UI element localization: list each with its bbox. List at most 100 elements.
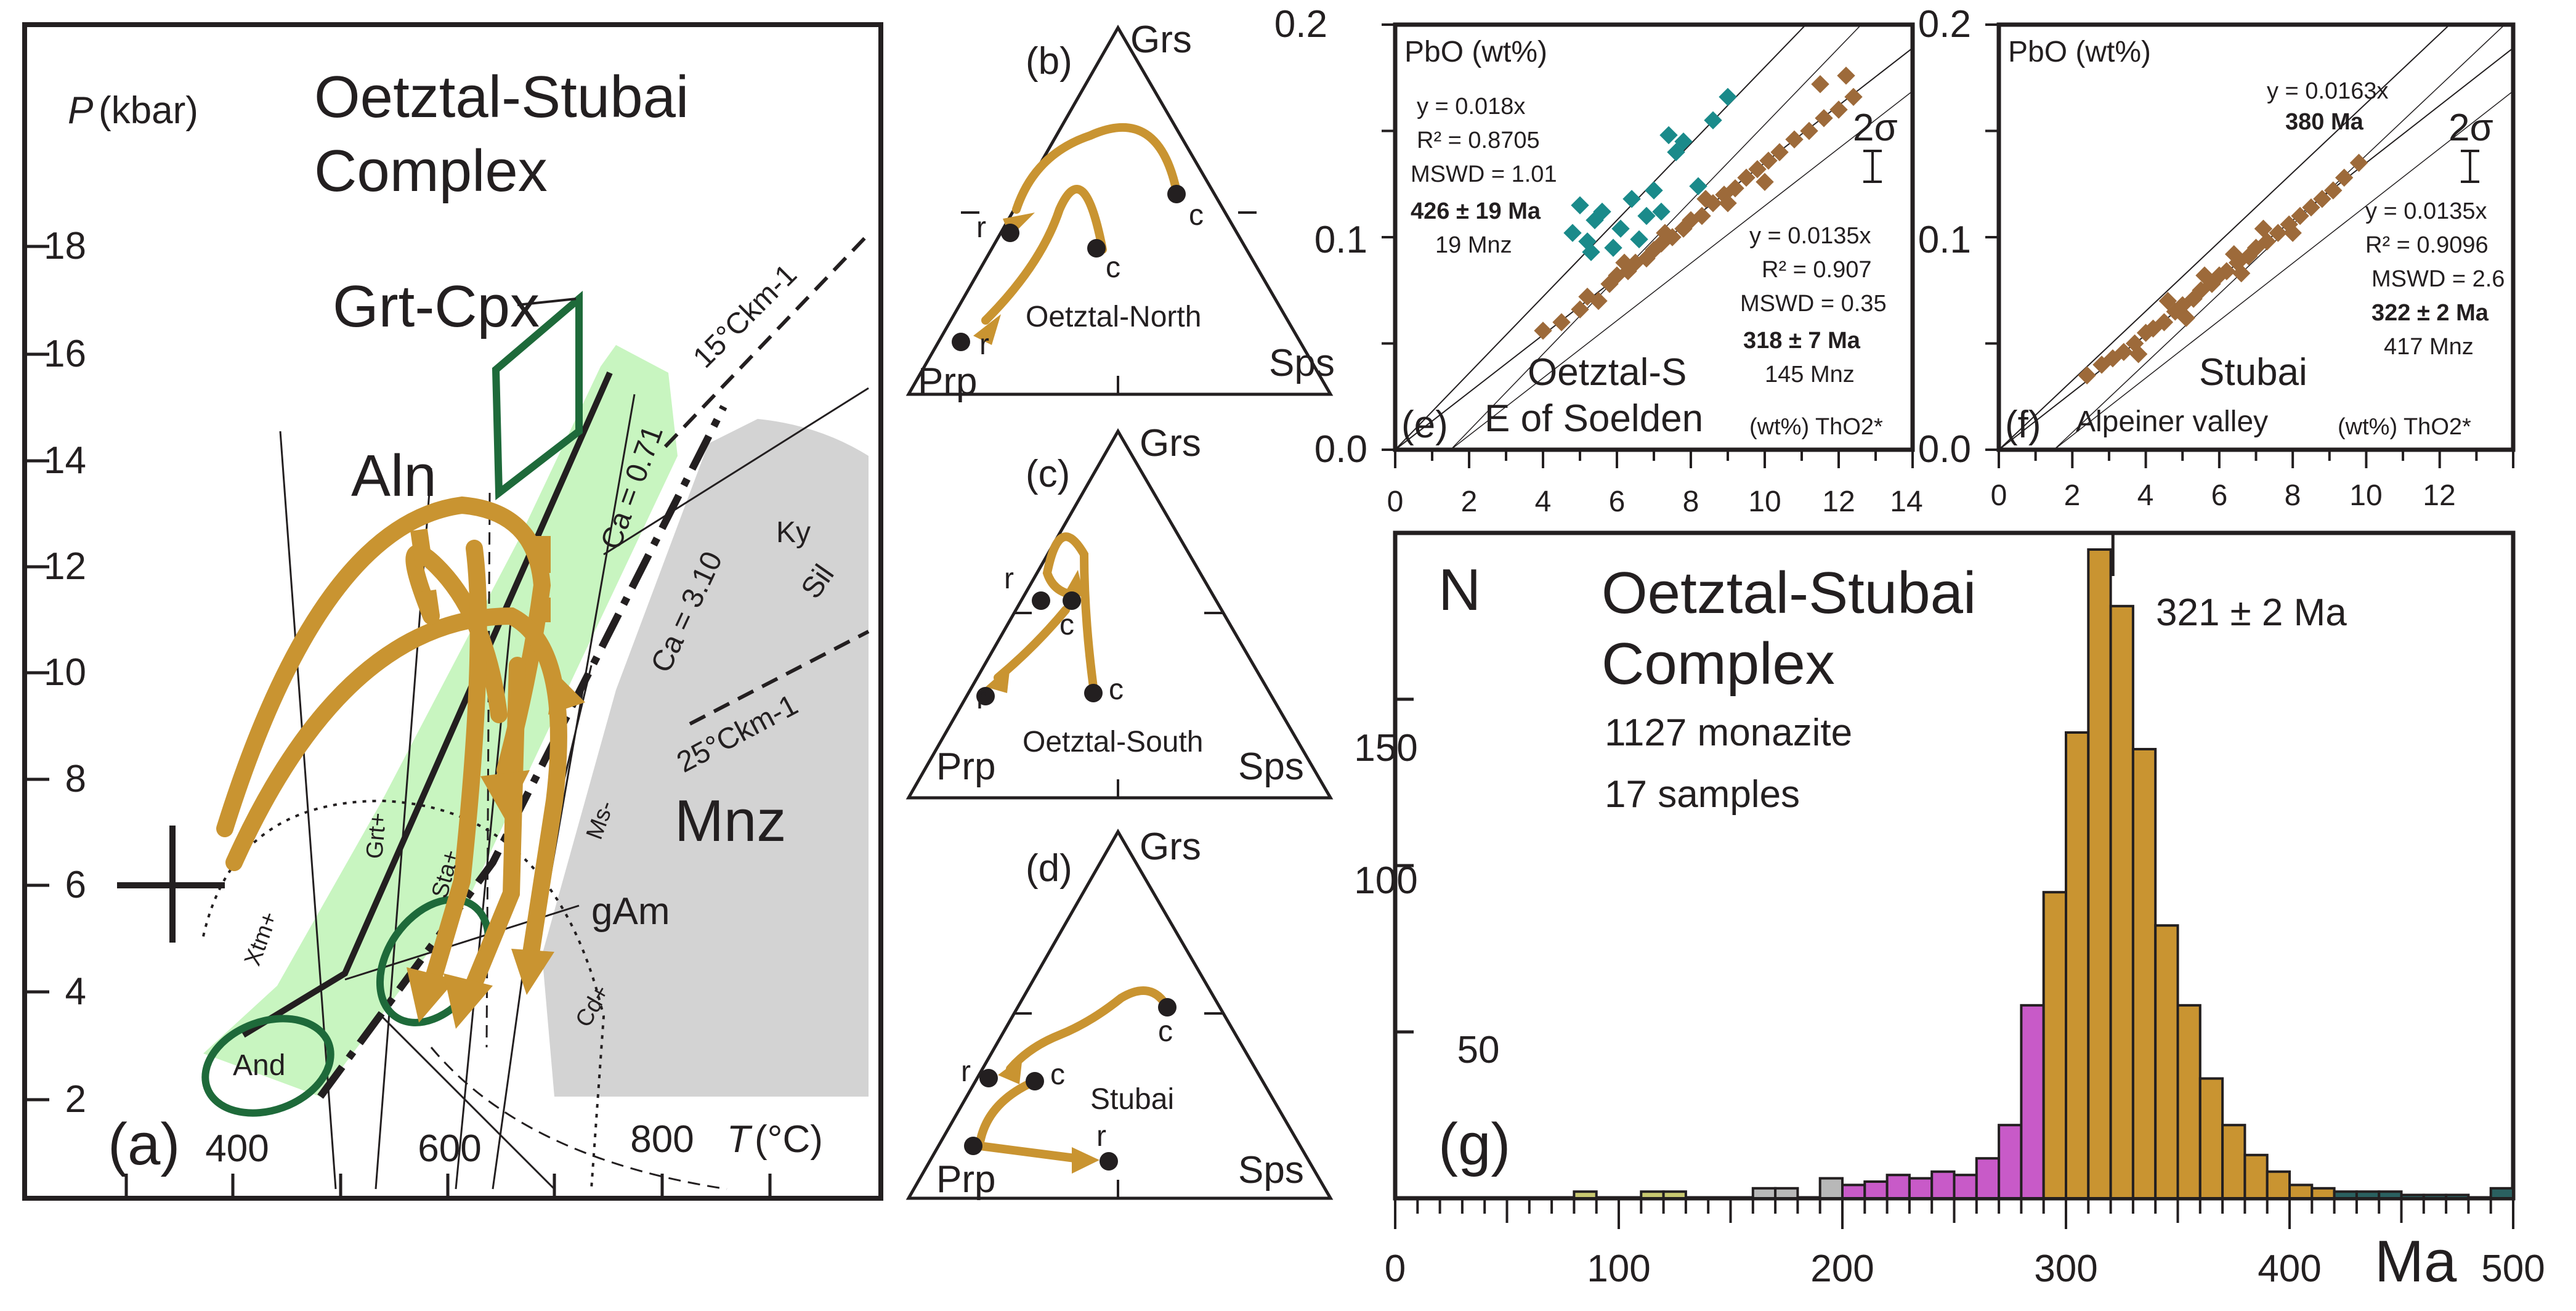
histogram-bar bbox=[2400, 1193, 2425, 1199]
y-tick-label: 10 bbox=[44, 651, 86, 694]
panel-f-x-tick-labels: 0 2 4 6 8 10 12 bbox=[1991, 479, 2456, 512]
pt-path-3 bbox=[405, 544, 508, 723]
pt-path-dashed bbox=[410, 529, 440, 617]
age-older: 380 Ma bbox=[2285, 109, 2364, 135]
point-label: c bbox=[1158, 1015, 1173, 1048]
data-point bbox=[1534, 322, 1552, 340]
ky-label: Ky bbox=[776, 516, 811, 549]
eq-1: y = 0.018x bbox=[1417, 94, 1525, 120]
error-cross bbox=[117, 826, 225, 943]
panel-e-x-tick-labels: 0 2 4 6 8 10 12 14 bbox=[1387, 485, 1923, 518]
histogram-bar bbox=[2489, 1187, 2514, 1200]
panel-a-title-line2: Complex bbox=[314, 138, 548, 204]
data-point bbox=[1659, 126, 1678, 145]
point-label: r bbox=[961, 1055, 971, 1088]
data-point bbox=[1589, 291, 1608, 310]
data-point bbox=[1770, 143, 1789, 161]
histogram-bar bbox=[2445, 1193, 2470, 1199]
data-point bbox=[1630, 230, 1648, 249]
point-label: c bbox=[1109, 673, 1124, 706]
data-point bbox=[1611, 219, 1630, 238]
data-point bbox=[2129, 345, 2148, 363]
plot-area bbox=[1395, 25, 1913, 450]
grt-cpx-field bbox=[492, 291, 583, 500]
point bbox=[964, 1137, 982, 1155]
apex-top: Grs bbox=[1130, 18, 1192, 61]
title: Oetztal-S bbox=[1528, 351, 1687, 394]
x-axis-label: (wt%) ThO2* bbox=[1749, 414, 1883, 440]
y-tick-label: 0.1 bbox=[1918, 219, 1971, 261]
apex-left: Prp bbox=[918, 360, 977, 403]
x-tick-label: 0 bbox=[1991, 479, 2007, 512]
panel-f-marks bbox=[1985, 23, 2514, 468]
x-tick-label: 0 bbox=[1387, 485, 1404, 518]
apex-top: Grs bbox=[1140, 826, 1201, 868]
histogram-bar bbox=[2042, 891, 2067, 1199]
histogram-bar bbox=[2154, 924, 2179, 1199]
x-tick-label: 400 bbox=[205, 1127, 269, 1170]
point bbox=[1158, 998, 1177, 1017]
r2-2: R² = 0.907 bbox=[1762, 257, 1872, 283]
apex-left: Prp bbox=[936, 745, 995, 788]
x-tick-label: 2 bbox=[2064, 479, 2081, 512]
mswd-main: MSWD = 2.6 bbox=[2371, 266, 2505, 292]
histogram-bar bbox=[1953, 1174, 1978, 1199]
point-label: c bbox=[1050, 1058, 1065, 1091]
y-axis-label: (kbar) bbox=[99, 89, 198, 132]
age-1: 426 ± 19 Ma bbox=[1411, 198, 1541, 224]
data-point bbox=[1759, 152, 1778, 170]
histogram-bar bbox=[1640, 1190, 1665, 1199]
point bbox=[952, 333, 970, 351]
eq-main: y = 0.0135x bbox=[2365, 198, 2487, 224]
histogram-bar bbox=[1930, 1170, 1956, 1200]
panel-g-histogram: N 150 100 50 Oetztal-Stubai Complex 1127… bbox=[1354, 530, 2545, 1294]
age-label: 321 ± 2 Ma bbox=[2156, 591, 2347, 634]
apex-right: Sps bbox=[1269, 342, 1335, 384]
ky-sil-line bbox=[603, 387, 869, 556]
data-point bbox=[1837, 67, 1855, 85]
point-label: c bbox=[1106, 251, 1120, 284]
data-point bbox=[2324, 181, 2343, 200]
cd-line-2 bbox=[381, 1015, 556, 1190]
pt-path-5 bbox=[460, 657, 526, 1007]
x-tick-label: 600 bbox=[418, 1127, 481, 1170]
ternary-b: Grs Prp Sps (b) Oetztal-North c r c r bbox=[905, 18, 1335, 403]
plot-area bbox=[1999, 25, 2513, 450]
x-tick-label: 2 bbox=[1461, 485, 1478, 518]
data-point bbox=[1704, 111, 1722, 129]
data-point bbox=[2155, 313, 2174, 331]
data-point bbox=[1719, 194, 1737, 213]
gradient-25 bbox=[689, 630, 870, 726]
histogram-bar bbox=[1998, 1124, 2023, 1199]
pt-arrowheads bbox=[407, 672, 585, 1029]
panel-a-label: (a) bbox=[108, 1111, 180, 1177]
eq-2: y = 0.0135x bbox=[1749, 223, 1871, 249]
panel-f-scatter: 0.2 0.1 0.0 0 2 4 6 8 10 12 PbO (wt%) y … bbox=[1918, 3, 2516, 512]
grt-label: Grt+ bbox=[362, 811, 391, 859]
apex-left: Prp bbox=[936, 1158, 995, 1201]
histogram-bar bbox=[2288, 1183, 2314, 1200]
age-main: 322 ± 2 Ma bbox=[2371, 300, 2489, 326]
panel-a-pt-diagram: 18 16 14 12 10 8 6 4 2 400 600 800 P (kb… bbox=[22, 22, 883, 1201]
data-point bbox=[2291, 206, 2309, 225]
ternary-points bbox=[952, 185, 1186, 351]
n-1: 19 Mnz bbox=[1435, 232, 1512, 258]
x-tick-label: 6 bbox=[2211, 479, 2228, 512]
x-axis-symbol: T bbox=[727, 1118, 753, 1161]
aln-label: Aln bbox=[351, 443, 437, 509]
x-tick-label: 12 bbox=[2423, 479, 2455, 512]
x-tick-label: 4 bbox=[2137, 479, 2154, 512]
y-tick-label: 150 bbox=[1354, 727, 1417, 769]
data-point bbox=[2218, 262, 2236, 280]
panel-e-marks bbox=[1382, 23, 1914, 468]
x-tick-label: 8 bbox=[1683, 485, 1699, 518]
mnz-label: Mnz bbox=[674, 788, 786, 854]
data-point bbox=[1552, 313, 1571, 331]
data-point bbox=[1726, 179, 1744, 198]
data-point bbox=[1696, 190, 1715, 208]
x-tick-label: 100 bbox=[1587, 1248, 1650, 1290]
apex-right: Sps bbox=[1238, 1149, 1304, 1191]
data-point bbox=[2115, 343, 2133, 362]
y-tick-label: 12 bbox=[44, 545, 86, 588]
ternary-triangle bbox=[905, 828, 1334, 1200]
